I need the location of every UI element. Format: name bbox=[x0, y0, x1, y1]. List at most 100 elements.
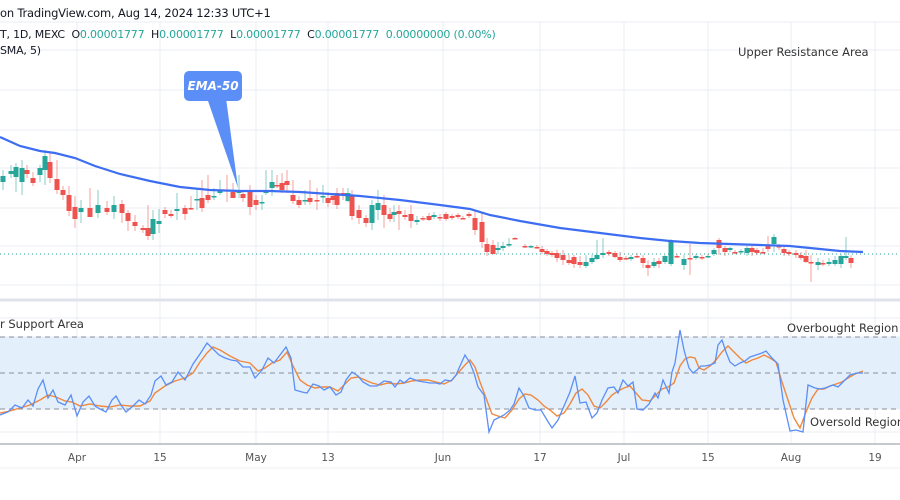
open-label: O bbox=[71, 28, 80, 41]
candle bbox=[484, 238, 490, 256]
candle bbox=[594, 240, 600, 260]
candle-body bbox=[571, 257, 577, 264]
candle bbox=[363, 215, 369, 227]
candle-body bbox=[512, 238, 518, 240]
rsi-line[interactable] bbox=[0, 329, 863, 435]
candle bbox=[781, 246, 787, 256]
candle bbox=[182, 205, 188, 220]
candle bbox=[188, 196, 194, 210]
candle-body bbox=[732, 252, 738, 254]
candle-body bbox=[554, 253, 560, 258]
candle-body bbox=[577, 262, 583, 265]
candle-body bbox=[781, 249, 787, 253]
candle-body bbox=[162, 210, 168, 214]
candle bbox=[522, 244, 528, 248]
candle bbox=[674, 254, 680, 258]
rsi-sma-line[interactable] bbox=[0, 345, 864, 430]
candle-body bbox=[24, 170, 30, 174]
candle bbox=[396, 205, 402, 230]
candle-body bbox=[307, 198, 313, 202]
candle bbox=[224, 175, 230, 202]
candle-body bbox=[314, 200, 320, 202]
candle-body bbox=[815, 262, 821, 265]
candle-body bbox=[656, 261, 662, 264]
candle bbox=[408, 205, 414, 228]
upper-resistance-label: Upper Resistance Area bbox=[738, 45, 869, 59]
candle-body bbox=[687, 258, 693, 260]
candle bbox=[87, 188, 93, 217]
candle-body bbox=[60, 190, 66, 195]
candle-body bbox=[13, 167, 19, 177]
candle bbox=[722, 246, 728, 256]
candle-body bbox=[54, 179, 60, 190]
candle bbox=[628, 255, 634, 261]
candle bbox=[37, 165, 43, 182]
candle bbox=[617, 252, 623, 262]
time-axis-tick: Jul bbox=[617, 452, 631, 464]
candle-body bbox=[832, 260, 838, 264]
candle bbox=[793, 250, 799, 258]
candle-body bbox=[640, 258, 646, 263]
candle-body bbox=[320, 196, 326, 198]
candle-body bbox=[217, 190, 223, 193]
candle bbox=[577, 256, 583, 268]
candle-body bbox=[534, 247, 540, 249]
candle bbox=[47, 152, 53, 183]
candle-body bbox=[150, 219, 156, 234]
candle-body bbox=[37, 168, 43, 175]
ema-50-line[interactable] bbox=[0, 135, 864, 254]
candle-body bbox=[760, 252, 766, 254]
candle-body bbox=[583, 262, 589, 266]
candle bbox=[727, 247, 733, 252]
indicator-legend[interactable]: SMA, 5) bbox=[0, 44, 41, 57]
time-axis-tick: 17 bbox=[533, 452, 547, 464]
candle-body bbox=[528, 246, 534, 248]
candle-body bbox=[749, 248, 755, 252]
candle bbox=[534, 245, 540, 249]
candle-body bbox=[843, 256, 849, 258]
candle-body bbox=[78, 208, 84, 212]
candle bbox=[259, 195, 265, 210]
candle-body bbox=[651, 262, 657, 266]
candle bbox=[402, 210, 408, 220]
candle-body bbox=[325, 198, 331, 203]
candle-body bbox=[699, 257, 705, 259]
candle bbox=[104, 201, 110, 215]
candlestick-series[interactable] bbox=[0, 150, 854, 282]
candle bbox=[274, 175, 280, 188]
candle-body bbox=[104, 208, 110, 212]
candle bbox=[66, 186, 72, 216]
candle-body bbox=[594, 255, 600, 259]
candle-body bbox=[798, 255, 804, 258]
symbol-info[interactable]: T, 1D, MEXC bbox=[0, 28, 65, 41]
candle-body bbox=[230, 192, 236, 198]
candle bbox=[612, 251, 618, 258]
candle-body bbox=[549, 253, 555, 255]
candle-body bbox=[182, 208, 188, 214]
candle bbox=[634, 253, 640, 258]
candle bbox=[798, 252, 804, 260]
candle-body bbox=[623, 258, 629, 260]
candle-body bbox=[194, 199, 200, 201]
candle-body bbox=[705, 256, 711, 258]
time-axis-tick: 19 bbox=[868, 452, 882, 464]
legend-ohlc: T, 1D, MEXC O0.00001777 H0.00001777 L0.0… bbox=[0, 28, 496, 41]
candle-body bbox=[820, 263, 826, 265]
candle bbox=[495, 242, 501, 254]
candle-body bbox=[188, 208, 194, 210]
candle-body bbox=[47, 162, 53, 178]
candle bbox=[381, 195, 387, 228]
candle-body bbox=[349, 195, 355, 216]
source-line: on TradingView.com, Aug 14, 2024 12:33 U… bbox=[0, 6, 271, 20]
candle-body bbox=[771, 237, 777, 244]
rsi-level-lines bbox=[0, 336, 900, 410]
candle-body bbox=[290, 195, 296, 201]
candle bbox=[111, 196, 117, 219]
candle-body bbox=[156, 221, 162, 224]
candle bbox=[583, 255, 589, 268]
candle-body bbox=[140, 228, 146, 230]
low-value: 0.00001777 bbox=[236, 28, 301, 41]
ema-50-callout[interactable]: EMA-50 bbox=[184, 71, 242, 101]
candle-body bbox=[284, 181, 290, 185]
